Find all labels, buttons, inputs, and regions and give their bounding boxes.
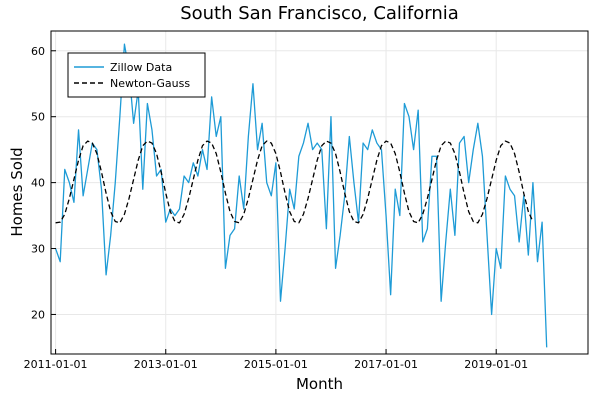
axis-ticks: 2011-01-01 2013-01-01 2015-01-01 2017-01-01…: [24, 45, 529, 371]
chart-title: South San Francisco, California: [180, 3, 459, 24]
plot-frame: [50, 30, 589, 355]
x-tick-label: 2017-01-01: [354, 358, 418, 371]
legend-box: [67, 52, 206, 98]
y-tick-label: 50: [31, 111, 45, 124]
x-tick-label: 2011-01-01: [24, 358, 88, 371]
legend-label-zillow-data: Zillow Data: [110, 61, 172, 74]
y-tick-label: 20: [31, 308, 45, 321]
x-tick-label: 2019-01-01: [464, 358, 528, 371]
series-line-newton-gauss: [55, 140, 534, 224]
legend: Zillow Data Newton-Gauss: [67, 52, 206, 98]
x-tick-label: 2015-01-01: [244, 358, 308, 371]
legend-label-newton-gauss: Newton-Gauss: [110, 77, 190, 90]
grid-lines: [51, 31, 588, 354]
y-tick-label: 60: [31, 45, 45, 58]
y-tick-label: 40: [31, 177, 45, 190]
x-axis-label: Month: [296, 375, 343, 393]
y-tick-label: 30: [31, 243, 45, 256]
y-axis-label: Homes Sold: [8, 147, 26, 236]
x-tick-label: 2013-01-01: [134, 358, 198, 371]
